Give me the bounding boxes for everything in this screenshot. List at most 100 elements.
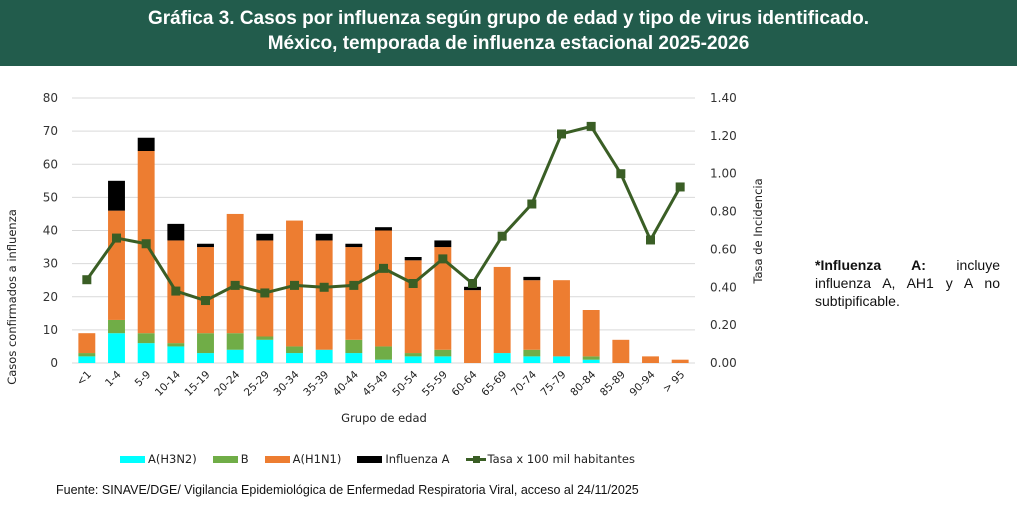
legend-label-h3n2: A(H3N2) — [148, 452, 197, 466]
legend-swatch-h1n1 — [264, 455, 290, 463]
rate-point-marker — [141, 239, 151, 249]
x-axis-label: Grupo de edad — [341, 411, 427, 425]
y2-tick-label: 1.40 — [710, 91, 737, 105]
bar-segment-h3n2 — [78, 356, 96, 363]
legend-item-rate: Tasa x 100 mil habitantes — [465, 452, 635, 466]
y-tick-label: 60 — [43, 157, 58, 171]
bar-segment-h3n2 — [226, 349, 244, 363]
chart-title-line2: México, temporada de influenza estaciona… — [267, 33, 750, 54]
rate-point-marker — [260, 288, 270, 298]
bar-segment-h1n1 — [642, 356, 659, 363]
y-axis-label: Casos confirmados a influenza — [5, 209, 19, 385]
bar-segment-b — [404, 353, 422, 357]
bar-segment-influenza_a — [434, 240, 452, 248]
x-tick-label: 5-9 — [133, 369, 154, 390]
bar-segment-h1n1 — [493, 266, 511, 354]
x-tick-label: 70-74 — [509, 368, 539, 398]
bar-segment-h1n1 — [582, 310, 600, 357]
y2-tick-label: 0.60 — [710, 242, 737, 256]
x-tick-label: 85-89 — [598, 369, 628, 399]
y2-tick-label: 0.80 — [710, 205, 737, 219]
bar-segment-influenza_a — [345, 243, 363, 248]
x-tick-label: 55-59 — [420, 369, 450, 399]
y-tick-label: 80 — [43, 91, 58, 105]
chart-title-banner: Gráfica 3. Casos por influenza según gru… — [0, 0, 1017, 66]
legend: A(H3N2) B A(H1N1) Influenza A Tasa x 100… — [120, 451, 651, 467]
bar-segment-h3n2 — [582, 359, 600, 363]
bar-segment-h1n1 — [375, 230, 392, 347]
bar-segment-b — [523, 349, 541, 357]
y2-tick-label: 0.00 — [710, 356, 737, 370]
x-tick-label: 1-4 — [103, 368, 124, 389]
x-tick-label: 15-19 — [183, 369, 213, 399]
x-tick-label: <1 — [75, 369, 94, 388]
rate-point-marker — [616, 169, 626, 179]
bar-segment-b — [167, 343, 185, 347]
bar-segment-h1n1 — [404, 260, 422, 354]
bar-segment-h3n2 — [345, 353, 363, 363]
bar-segment-h1n1 — [197, 247, 214, 334]
bar-segment-h1n1 — [671, 359, 689, 363]
legend-item-influenza-a: Influenza A — [357, 452, 450, 466]
bar-segment-h1n1 — [523, 280, 541, 350]
stacked-bars — [78, 137, 689, 363]
x-tick-label: 90-94 — [628, 368, 658, 398]
rate-point-marker — [82, 275, 92, 285]
bar-segment-h3n2 — [404, 356, 422, 363]
bar-segment-influenza_a — [464, 286, 481, 291]
bar-segment-h1n1 — [553, 280, 570, 357]
bar-segment-influenza_a — [108, 180, 125, 211]
y-tick-label: 40 — [43, 224, 58, 238]
legend-item-b: B — [212, 452, 249, 466]
x-tick-label: 45-49 — [361, 369, 391, 399]
legend-item-h1n1: A(H1N1) — [264, 452, 341, 466]
rate-point-marker — [171, 286, 181, 296]
rate-point-marker — [586, 121, 596, 131]
rate-point-marker — [675, 182, 685, 192]
y2-tick-label: 1.00 — [710, 167, 737, 181]
y-tick-label: 0 — [50, 356, 58, 370]
rate-point-marker — [379, 263, 388, 273]
x-tick-label: 40-44 — [331, 368, 361, 398]
rate-point-marker — [349, 280, 359, 290]
x-tick-label: 80-84 — [568, 368, 598, 398]
x-tick-label: 75-79 — [539, 369, 569, 399]
rate-point-marker — [438, 254, 448, 264]
bar-segment-h3n2 — [197, 353, 214, 363]
bar-segment-influenza_a — [256, 233, 274, 241]
legend-swatch-b — [212, 455, 238, 463]
legend-swatch-h3n2 — [120, 455, 145, 463]
combo-chart: 0 10 20 30 40 50 60 70 80 0.00 0.20 0.40 0.60 0.80 1.… — [5, 91, 765, 425]
bar-segment-h1n1 — [108, 210, 125, 320]
footnote-influenza-a: *Influenza A: incluye influenza A, AH1 y… — [815, 256, 1000, 310]
rate-point-marker — [112, 233, 121, 243]
rate-point-marker — [230, 280, 240, 290]
bar-segment-h3n2 — [315, 349, 333, 363]
bar-segment-b — [108, 319, 125, 334]
bar-segment-h3n2 — [434, 356, 452, 363]
y-tick-label: 30 — [43, 257, 58, 271]
legend-line-marker-icon — [465, 454, 486, 464]
rate-point-marker — [408, 279, 418, 288]
x-tick-label: 25-29 — [242, 369, 272, 399]
bar-segment-h1n1 — [345, 247, 363, 340]
bar-segment-influenza_a — [523, 276, 541, 281]
bar-segment-b — [256, 336, 274, 340]
legend-label-b: B — [240, 452, 249, 466]
bar-segment-h3n2 — [256, 339, 274, 363]
y-tick-label: 70 — [43, 124, 58, 138]
bar-segment-influenza_a — [197, 243, 214, 248]
x-tick-label: 50-54 — [390, 368, 420, 398]
bar-segment-h3n2 — [286, 353, 303, 363]
legend-swatch-influenza-a — [357, 455, 383, 463]
chart-title-line1: Gráfica 3. Casos por influenza según gru… — [147, 8, 870, 29]
bar-segment-influenza_a — [404, 257, 422, 261]
x-tick-label: 10-14 — [153, 368, 183, 398]
rate-line — [82, 121, 685, 306]
rate-point-marker — [290, 280, 299, 290]
y2-axis-label: Tasa de Incidencia — [751, 178, 765, 284]
y-tick-label: 10 — [43, 323, 58, 337]
bar-segment-h1n1 — [434, 247, 452, 350]
legend-item-h3n2: A(H3N2) — [120, 452, 197, 466]
y2-tick-label: 1.20 — [710, 129, 737, 143]
